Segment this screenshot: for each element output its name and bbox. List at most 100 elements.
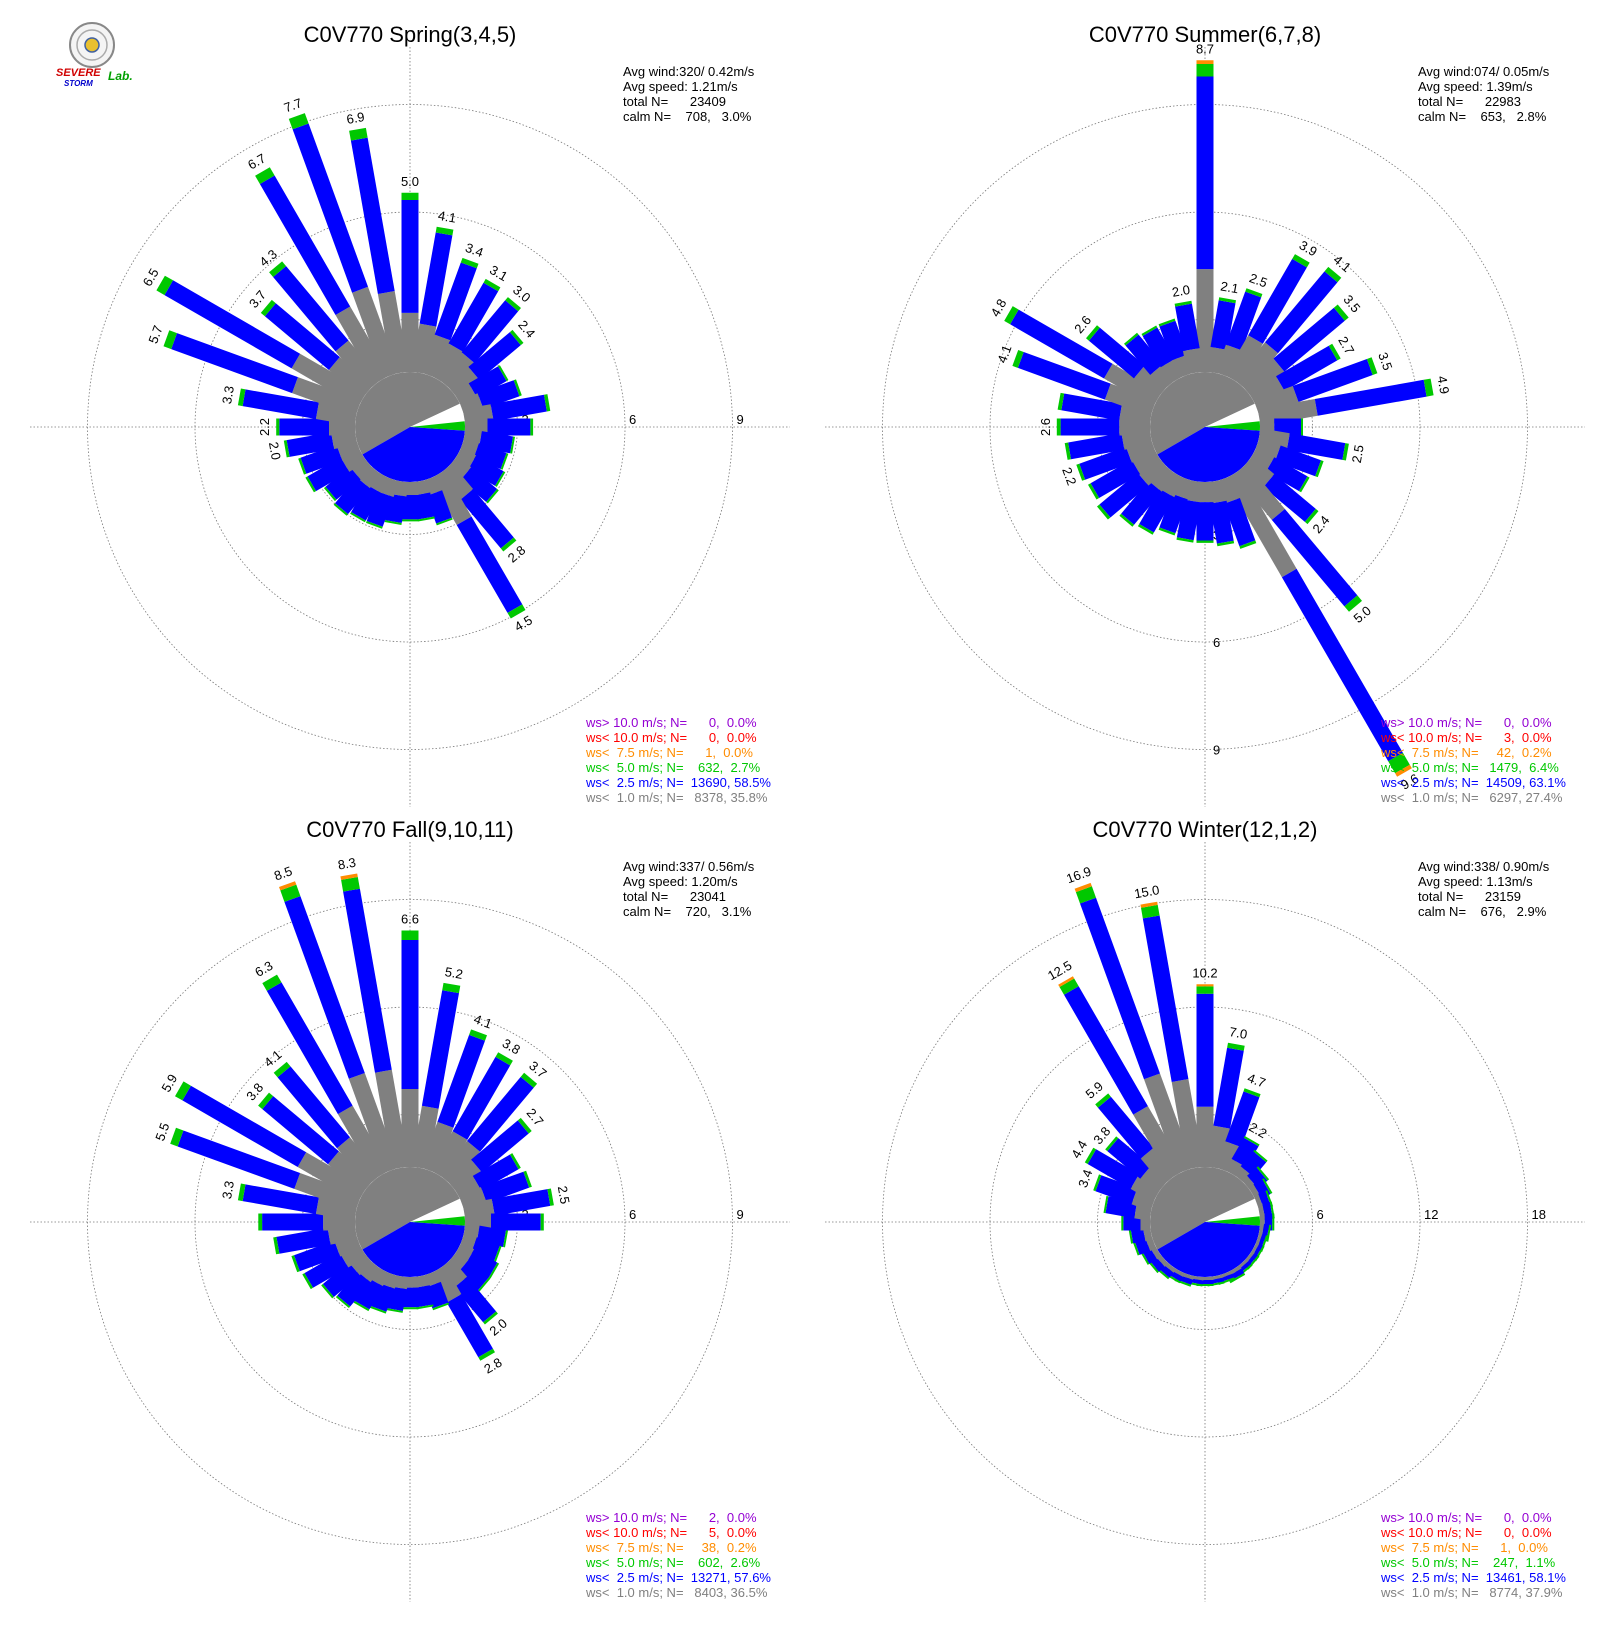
wind-bar-segment [1196,986,1214,994]
wind-bar-segment [1213,1047,1244,1129]
wind-bar-segment [430,470,472,525]
wind-bar-segment [1125,334,1164,375]
legend-entry: ws> 10.0 m/s; N= 0, 0.0% [585,715,757,730]
wind-bar-segment [354,1277,383,1310]
wind-bar-segment [490,394,547,421]
stats-line: total N= 23041 [623,889,726,904]
bar-value-label: 2.0 [1171,282,1191,300]
bar-value-label: 2.5 [1247,270,1269,290]
wind-bar-segment [401,519,419,522]
wind-bar-segment [432,1302,450,1311]
wind-bar-segment [483,1311,498,1325]
wind-bar-segment [262,974,282,991]
legend-entry: ws< 2.5 m/s; N= 13271, 57.6% [585,1570,771,1585]
wind-bar-segment [1075,886,1096,904]
center-pie-slice [355,1167,410,1250]
wind-bar-segment [1130,1174,1162,1202]
wind-bar-segment [481,1171,530,1204]
wind-bar-segment [171,333,298,394]
wind-bar-segment [1328,343,1341,361]
wind-bar-segment [291,353,367,407]
bar-value-label: 2.5 [555,1185,573,1205]
wind-bar-segment [1076,463,1086,481]
wind-bar-segment [1218,297,1236,304]
legend-entry: ws< 5.0 m/s; N= 632, 2.7% [585,760,761,775]
wind-bar-segment [1333,304,1349,321]
wind-bar-segment [170,1127,184,1147]
wind-bar-segment [286,432,334,457]
wind-bar-segment [1262,1178,1273,1194]
wind-bar-segment [1196,64,1214,77]
stats-line: calm N= 676, 2.9% [1418,904,1547,919]
wind-bar-segment [454,1276,497,1323]
stats-line: Avg speed: 1.39m/s [1418,79,1533,94]
wind-bar-segment [417,516,435,522]
bar-value-label: 4.1 [261,1047,284,1070]
wind-bar-segment [1274,445,1321,477]
wind-bar-segment [350,512,366,523]
wind-bar-segment [1225,291,1262,351]
bar-value-label: 6.3 [252,958,275,980]
wind-bar-segment [375,1069,409,1170]
wind-bar-segment [1248,258,1307,344]
wind-bar-segment [1090,459,1141,498]
ring-label: 9 [737,412,744,427]
wind-bar-segment [1292,359,1373,402]
wind-bar-segment [421,990,459,1109]
wind-bar-segment [510,436,515,454]
wind-bar-segment [1124,332,1139,346]
wind-bar-segment [297,1152,367,1202]
wind-bar-segment [352,286,400,379]
wind-bar-segment [401,1307,419,1310]
wind-bar-segment [237,388,246,407]
bar-value-label: 3.8 [1090,1124,1113,1147]
wind-bar-segment [1093,1174,1102,1192]
wind-bar-segment [1183,348,1204,375]
bar-value-label: 3.3 [219,1180,237,1200]
wind-bar-segment [438,352,475,391]
wind-bar-segment [325,466,361,500]
wind-bar-segment [1079,446,1132,480]
bar-value-label: 8.3 [337,855,357,873]
wind-rose-panel: C0V770 Spring(3,4,5)3695.04.13.43.13.02.… [30,22,790,807]
wind-bar-segment [1148,463,1177,492]
wind-bar-segment [467,455,504,486]
wind-bar-segment [1105,1136,1119,1152]
bar-value-label: 6.6 [401,912,419,927]
wind-bar-segment [348,1250,374,1276]
wind-bar-segment [430,1131,468,1179]
center-pie-slice [1150,1167,1205,1250]
stats-line: Avg speed: 1.21m/s [623,79,738,94]
wind-bar-segment [446,455,472,481]
wind-bar-segment [335,306,390,384]
wind-bar-segment [457,1260,489,1291]
center-pie-slice [1205,1198,1260,1222]
wind-bar-segment [277,1066,350,1149]
wind-bar-segment [1017,352,1111,400]
bar-value-label: 2.2 [1059,465,1079,487]
bar-value-label: 6.5 [140,266,162,289]
wind-bar-segment [343,888,392,1073]
wind-bar-segment [1271,509,1358,607]
wind-bar-segment [1119,513,1135,527]
wind-bar-segment [1245,288,1263,298]
wind-bar-segment [300,444,343,474]
ring-label: 12 [1424,1207,1438,1222]
wind-bar-segment [500,453,509,470]
wind-rose-panel: C0V770 Winter(12,1,2)6 12 1810.27.04.72.23… [825,817,1585,1602]
wind-bar-segment [304,1252,349,1288]
wind-bar-segment [356,463,382,489]
wind-bar-segment [401,495,419,520]
center-pie-slice [1157,1222,1260,1277]
wind-bar-segment [1215,344,1242,379]
bar-value-label: 3.8 [500,1035,523,1057]
wind-bar-segment [436,517,453,526]
stats-line: calm N= 653, 2.8% [1418,109,1547,124]
wind-bar-segment [486,489,499,504]
bar-value-label: 15.0 [1133,882,1161,901]
wind-bar-segment [477,380,520,410]
wind-bar-segment [273,266,349,352]
wind-bar-segment [1216,540,1235,547]
wind-bar-segment [1061,393,1122,421]
wind-bar-segment [1158,318,1176,327]
